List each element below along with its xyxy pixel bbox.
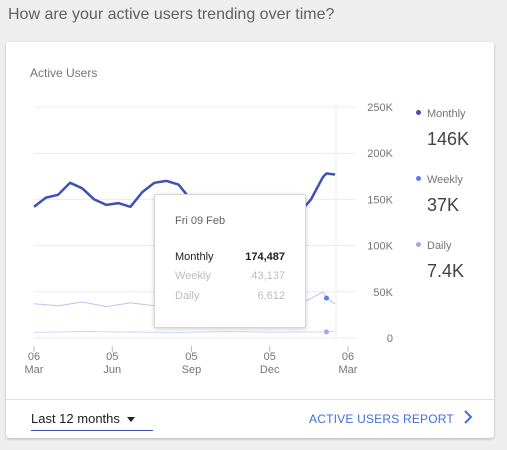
metric-daily-value: 7.4K xyxy=(427,261,465,281)
y-tick-label: 100K xyxy=(367,241,393,253)
metric-weekly-value: 37K xyxy=(427,195,460,215)
metric-monthly-label: Monthly xyxy=(427,108,466,120)
series-line-daily xyxy=(33,330,336,333)
x-tick-day: 06 xyxy=(28,351,40,363)
card-footer: Last 12 months ACTIVE USERS REPORT xyxy=(6,399,494,439)
x-tick-day: 05 xyxy=(185,351,197,363)
metric-daily[interactable]: Daily 7.4K xyxy=(416,240,464,282)
tooltip-weekly-label: Weekly xyxy=(175,270,211,282)
y-tick-label: 0 xyxy=(387,333,393,345)
tooltip-monthly-value: 174,487 xyxy=(245,251,285,263)
x-tick-month: Mar xyxy=(339,364,358,376)
card-title: Active Users xyxy=(30,66,98,80)
metric-monthly[interactable]: Monthly 146K xyxy=(416,108,469,150)
tooltip-daily-value: 6,612 xyxy=(257,290,285,302)
tooltip-monthly-label: Monthly xyxy=(175,251,214,263)
tooltip-daily-label: Daily xyxy=(175,290,200,302)
daily-dot-icon xyxy=(416,242,421,247)
x-tick-day: 06 xyxy=(342,351,354,363)
tooltip-row-monthly: Monthly 174,487 xyxy=(175,251,285,263)
x-tick-month: Sep xyxy=(182,364,202,376)
chart-tooltip: Fri 09 Feb Monthly 174,487 Weekly 43,137… xyxy=(154,194,306,328)
y-tick-label: 250K xyxy=(367,102,393,114)
metric-weekly-label: Weekly xyxy=(427,174,463,186)
tooltip-weekly-value: 43,137 xyxy=(251,270,285,282)
date-range-select[interactable]: Last 12 months xyxy=(31,411,153,431)
x-tick-day: 05 xyxy=(264,351,276,363)
tooltip-date: Fri 09 Feb xyxy=(175,215,226,227)
y-tick-label: 50K xyxy=(373,287,393,299)
metric-daily-label: Daily xyxy=(427,240,452,252)
hover-point-daily xyxy=(323,329,329,335)
metric-monthly-value: 146K xyxy=(427,129,470,149)
x-tick-month: Jun xyxy=(103,364,121,376)
caret-down-icon xyxy=(127,417,135,422)
x-tick-day: 05 xyxy=(106,351,118,363)
y-axis-ticks: 250K 200K 150K 100K 50K 0 xyxy=(367,102,393,345)
x-tick-month: Dec xyxy=(260,364,280,376)
hover-point-weekly xyxy=(323,295,329,301)
date-range-label: Last 12 months xyxy=(31,411,120,426)
tooltip-row-daily: Daily 6,612 xyxy=(175,290,285,302)
y-tick-label: 150K xyxy=(367,194,393,206)
y-tick-label: 200K xyxy=(367,148,393,160)
active-users-report-link[interactable]: ACTIVE USERS REPORT xyxy=(309,412,454,426)
x-tick-month: Mar xyxy=(25,364,44,376)
active-users-card: Active Users 250K 200K 150K 100K 50K 0 06 Mar 0… xyxy=(6,42,494,438)
monthly-dot-icon xyxy=(416,110,421,115)
metric-weekly[interactable]: Weekly 37K xyxy=(416,174,463,216)
page-question: How are your active users trending over … xyxy=(8,6,335,23)
chevron-right-icon[interactable] xyxy=(462,409,474,425)
weekly-dot-icon xyxy=(416,176,421,181)
tooltip-row-weekly: Weekly 43,137 xyxy=(175,270,285,282)
